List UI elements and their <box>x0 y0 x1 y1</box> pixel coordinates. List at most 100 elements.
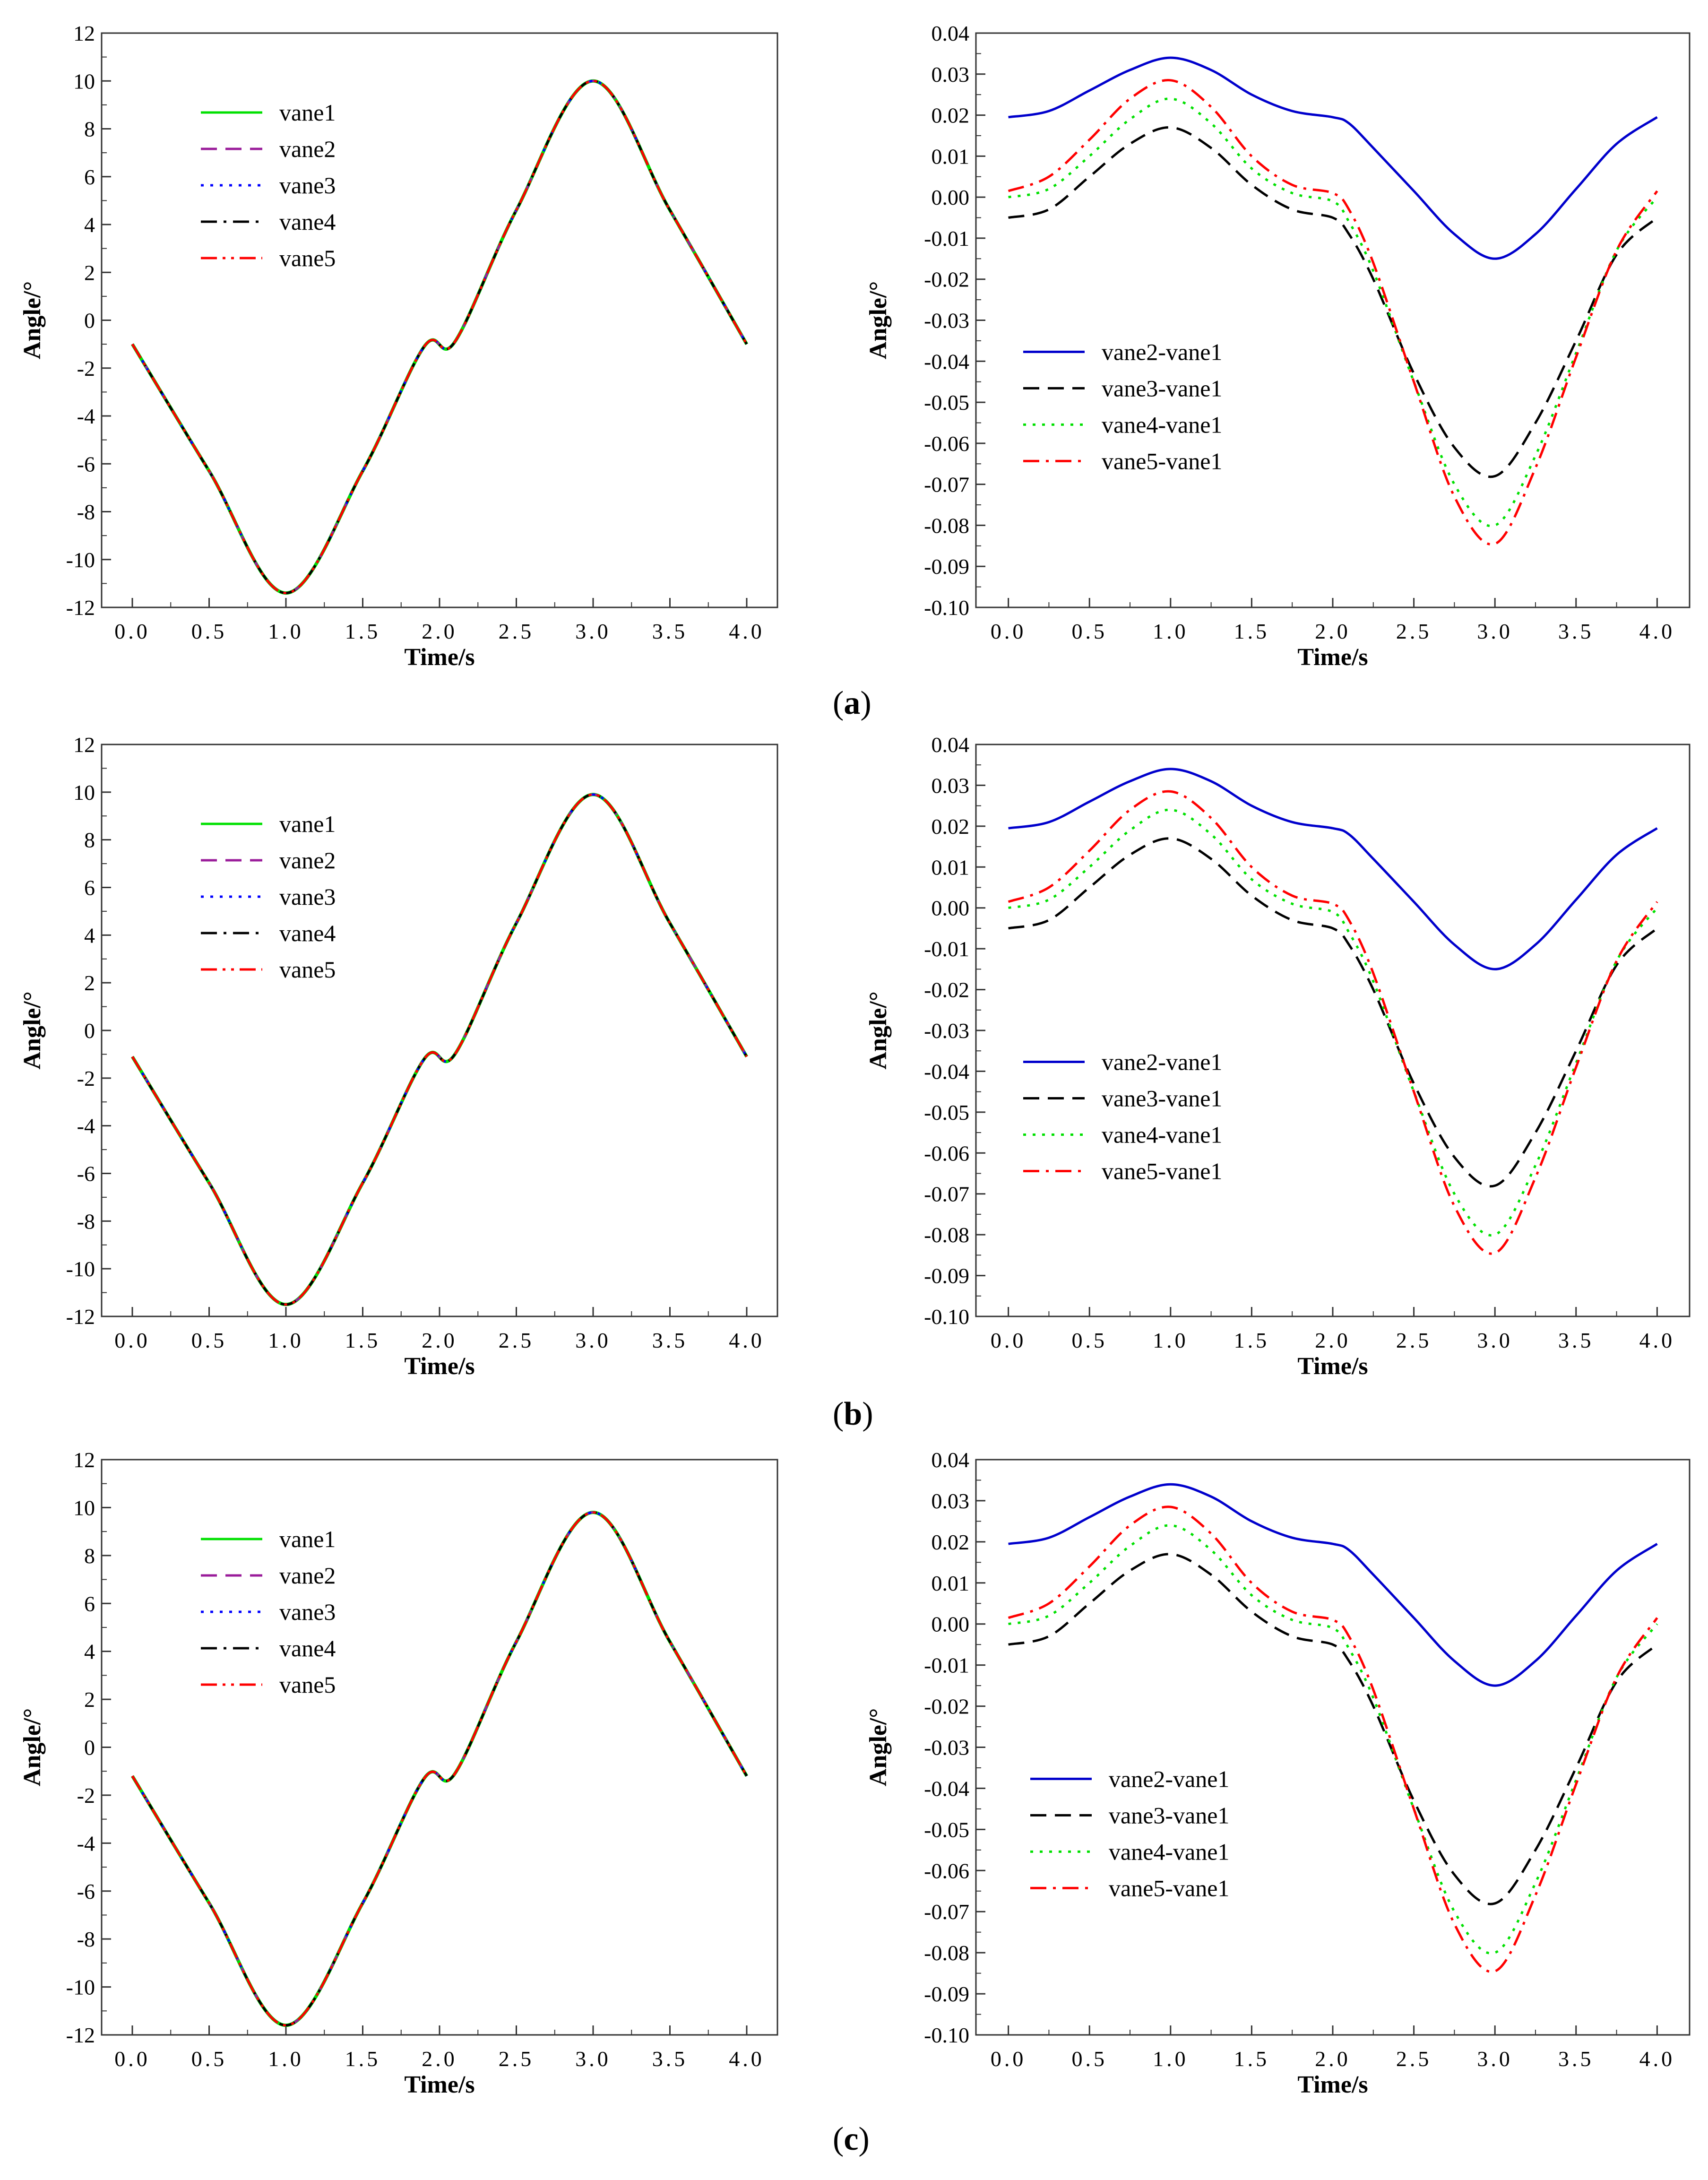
x-tick-label: 2.5 <box>1396 1328 1432 1352</box>
y-tick-label: 0.02 <box>932 104 970 128</box>
legend-label-vane3: vane3 <box>279 883 336 910</box>
legend-label-vane1: vane1 <box>279 99 336 126</box>
x-tick-label: 2.5 <box>1396 2047 1432 2071</box>
y-tick-label: 0.01 <box>932 1571 970 1595</box>
x-tick-label: 2.0 <box>422 619 457 643</box>
x-tick-label: 1.5 <box>1234 619 1270 643</box>
y-tick-label: -0.10 <box>924 2023 969 2047</box>
x-tick-label: 0.5 <box>1071 1328 1107 1352</box>
legend-label-vane4: vane4 <box>279 920 336 946</box>
legend-label-vane5-vane1: vane5-vane1 <box>1109 1875 1229 1901</box>
y-tick-label: -2 <box>77 1783 95 1808</box>
y-axis-label: Angle/° <box>19 281 46 359</box>
x-tick-label: 3.5 <box>1558 2047 1594 2071</box>
y-tick-label: 0.03 <box>932 773 970 797</box>
x-tick-label: 0.0 <box>114 1328 150 1352</box>
caption-b-open: ( <box>833 1396 844 1432</box>
x-tick-label: 1.0 <box>1153 1328 1189 1352</box>
y-tick-label: -0.09 <box>924 1982 969 2006</box>
plot-frame <box>101 744 778 1317</box>
legend-label-vane4-vane1: vane4-vane1 <box>1109 1838 1229 1865</box>
y-tick-label: 0.04 <box>932 733 970 757</box>
chart-b-right: -0.10 -0.09 -0.08 -0.07 -0.06 -0.05 -0.04 -0.03… <box>865 733 1691 1380</box>
y-tick-label: -8 <box>77 1209 95 1233</box>
series-line-vane3 <box>131 793 748 1306</box>
y-tick-label: -0.08 <box>924 1223 969 1247</box>
legend: vane1 vane2 vane3 vane4 vane5 <box>201 1526 336 1698</box>
y-tick-label: -0.09 <box>924 554 969 579</box>
caption-a-close: ) <box>860 685 871 721</box>
caption-c-open: ( <box>833 2121 844 2157</box>
chart-c-right: -0.10 -0.09 -0.08 -0.07 -0.06 -0.05 -0.04 -0.03… <box>865 1448 1691 2098</box>
series-line-vane2 <box>131 1511 748 2027</box>
y-tick-label: -0.04 <box>924 349 969 373</box>
y-tick-label: 10 <box>73 780 95 805</box>
caption-c-close: ) <box>858 2121 870 2157</box>
y-tick-label: 0.03 <box>932 62 970 87</box>
x-axis-label: Time/s <box>1297 644 1368 671</box>
series-line-vane3-vane1 <box>1008 126 1658 478</box>
legend-label-vane3-vane1: vane3-vane1 <box>1109 1802 1229 1828</box>
legend: vane2-vane1 vane3-vane1 vane4-vane1 vane5-v… <box>1030 1765 1229 1901</box>
y-tick-label: 4 <box>84 923 95 947</box>
y-axis-label: Angle/° <box>865 281 892 359</box>
legend-label-vane3-vane1: vane3-vane1 <box>1102 375 1222 401</box>
series-line-vane3 <box>131 1511 748 2027</box>
series-line-vane5-vane1 <box>1008 790 1658 1255</box>
y-tick-label: 0 <box>84 1019 95 1043</box>
y-tick-label: 0.01 <box>932 144 970 168</box>
plot-frame <box>101 1459 778 2036</box>
y-tick-label: -8 <box>77 1927 95 1951</box>
x-tick-label: 1.5 <box>345 619 381 643</box>
legend: vane1 vane2 vane3 vane4 vane5 <box>201 811 336 983</box>
x-axis-label: Time/s <box>404 644 474 671</box>
y-tick-label: -0.06 <box>924 432 969 456</box>
legend: vane2-vane1 vane3-vane1 vane4-vane1 vane5-v… <box>1023 338 1222 474</box>
series-line-vane1 <box>131 1511 749 2027</box>
y-axis-label: Angle/° <box>19 991 46 1069</box>
y-tick-label: 0.00 <box>932 1612 970 1636</box>
x-tick-label: 1.5 <box>1234 2047 1270 2071</box>
x-tick-label: 3.0 <box>1477 619 1513 643</box>
x-tick-label: 1.5 <box>1234 1328 1270 1352</box>
x-tick-label: 3.0 <box>1477 2047 1513 2071</box>
x-tick-label: 1.0 <box>268 2047 304 2071</box>
caption-b-label: b <box>844 1396 863 1432</box>
x-tick-label: 0.5 <box>1071 619 1107 643</box>
x-tick-label: 0.0 <box>991 1328 1027 1352</box>
x-tick-label: 2.0 <box>1315 619 1351 643</box>
series-line-vane4-vane1 <box>1008 1524 1658 1955</box>
x-tick-label: 2.5 <box>1396 619 1432 643</box>
series-line-vane3-vane1 <box>1008 837 1658 1188</box>
legend-label-vane2-vane1: vane2-vane1 <box>1102 1049 1222 1075</box>
legend-label-vane5-vane1: vane5-vane1 <box>1102 1158 1222 1185</box>
y-tick-label: 0.02 <box>932 814 970 839</box>
x-tick-label: 4.0 <box>1639 619 1675 643</box>
y-tick-label: -8 <box>77 500 95 524</box>
x-tick-label: 0.5 <box>191 619 227 643</box>
series-line-vane2 <box>131 79 748 595</box>
y-tick-label: 0 <box>84 309 95 333</box>
caption-a-open: ( <box>833 685 844 721</box>
y-tick-label: -0.09 <box>924 1264 969 1288</box>
series-line-vane4 <box>131 79 748 595</box>
y-tick-label: 0.00 <box>932 185 970 209</box>
y-tick-label: -10 <box>66 1257 95 1281</box>
y-tick-label: -2 <box>77 356 95 381</box>
x-tick-label: 2.0 <box>1315 2047 1351 2071</box>
series-line-vane4 <box>131 793 748 1306</box>
legend: vane2-vane1 vane3-vane1 vane4-vane1 vane5-v… <box>1023 1049 1222 1185</box>
y-tick-label: -4 <box>77 1831 95 1855</box>
y-tick-label: -0.08 <box>924 513 969 537</box>
y-tick-label: -0.01 <box>924 226 969 251</box>
x-tick-label: 0.0 <box>991 2047 1027 2071</box>
series-line-vane5 <box>131 793 748 1306</box>
x-tick-label: 4.0 <box>729 619 765 643</box>
y-tick-label: -6 <box>77 452 95 476</box>
y-tick-label: 6 <box>84 1592 95 1616</box>
y-tick-label: -12 <box>66 596 95 620</box>
x-tick-label: 3.0 <box>575 1328 611 1352</box>
legend-label-vane2-vane1: vane2-vane1 <box>1102 338 1222 365</box>
x-tick-label: 3.0 <box>575 2047 611 2071</box>
y-tick-label: -0.01 <box>924 1653 969 1678</box>
